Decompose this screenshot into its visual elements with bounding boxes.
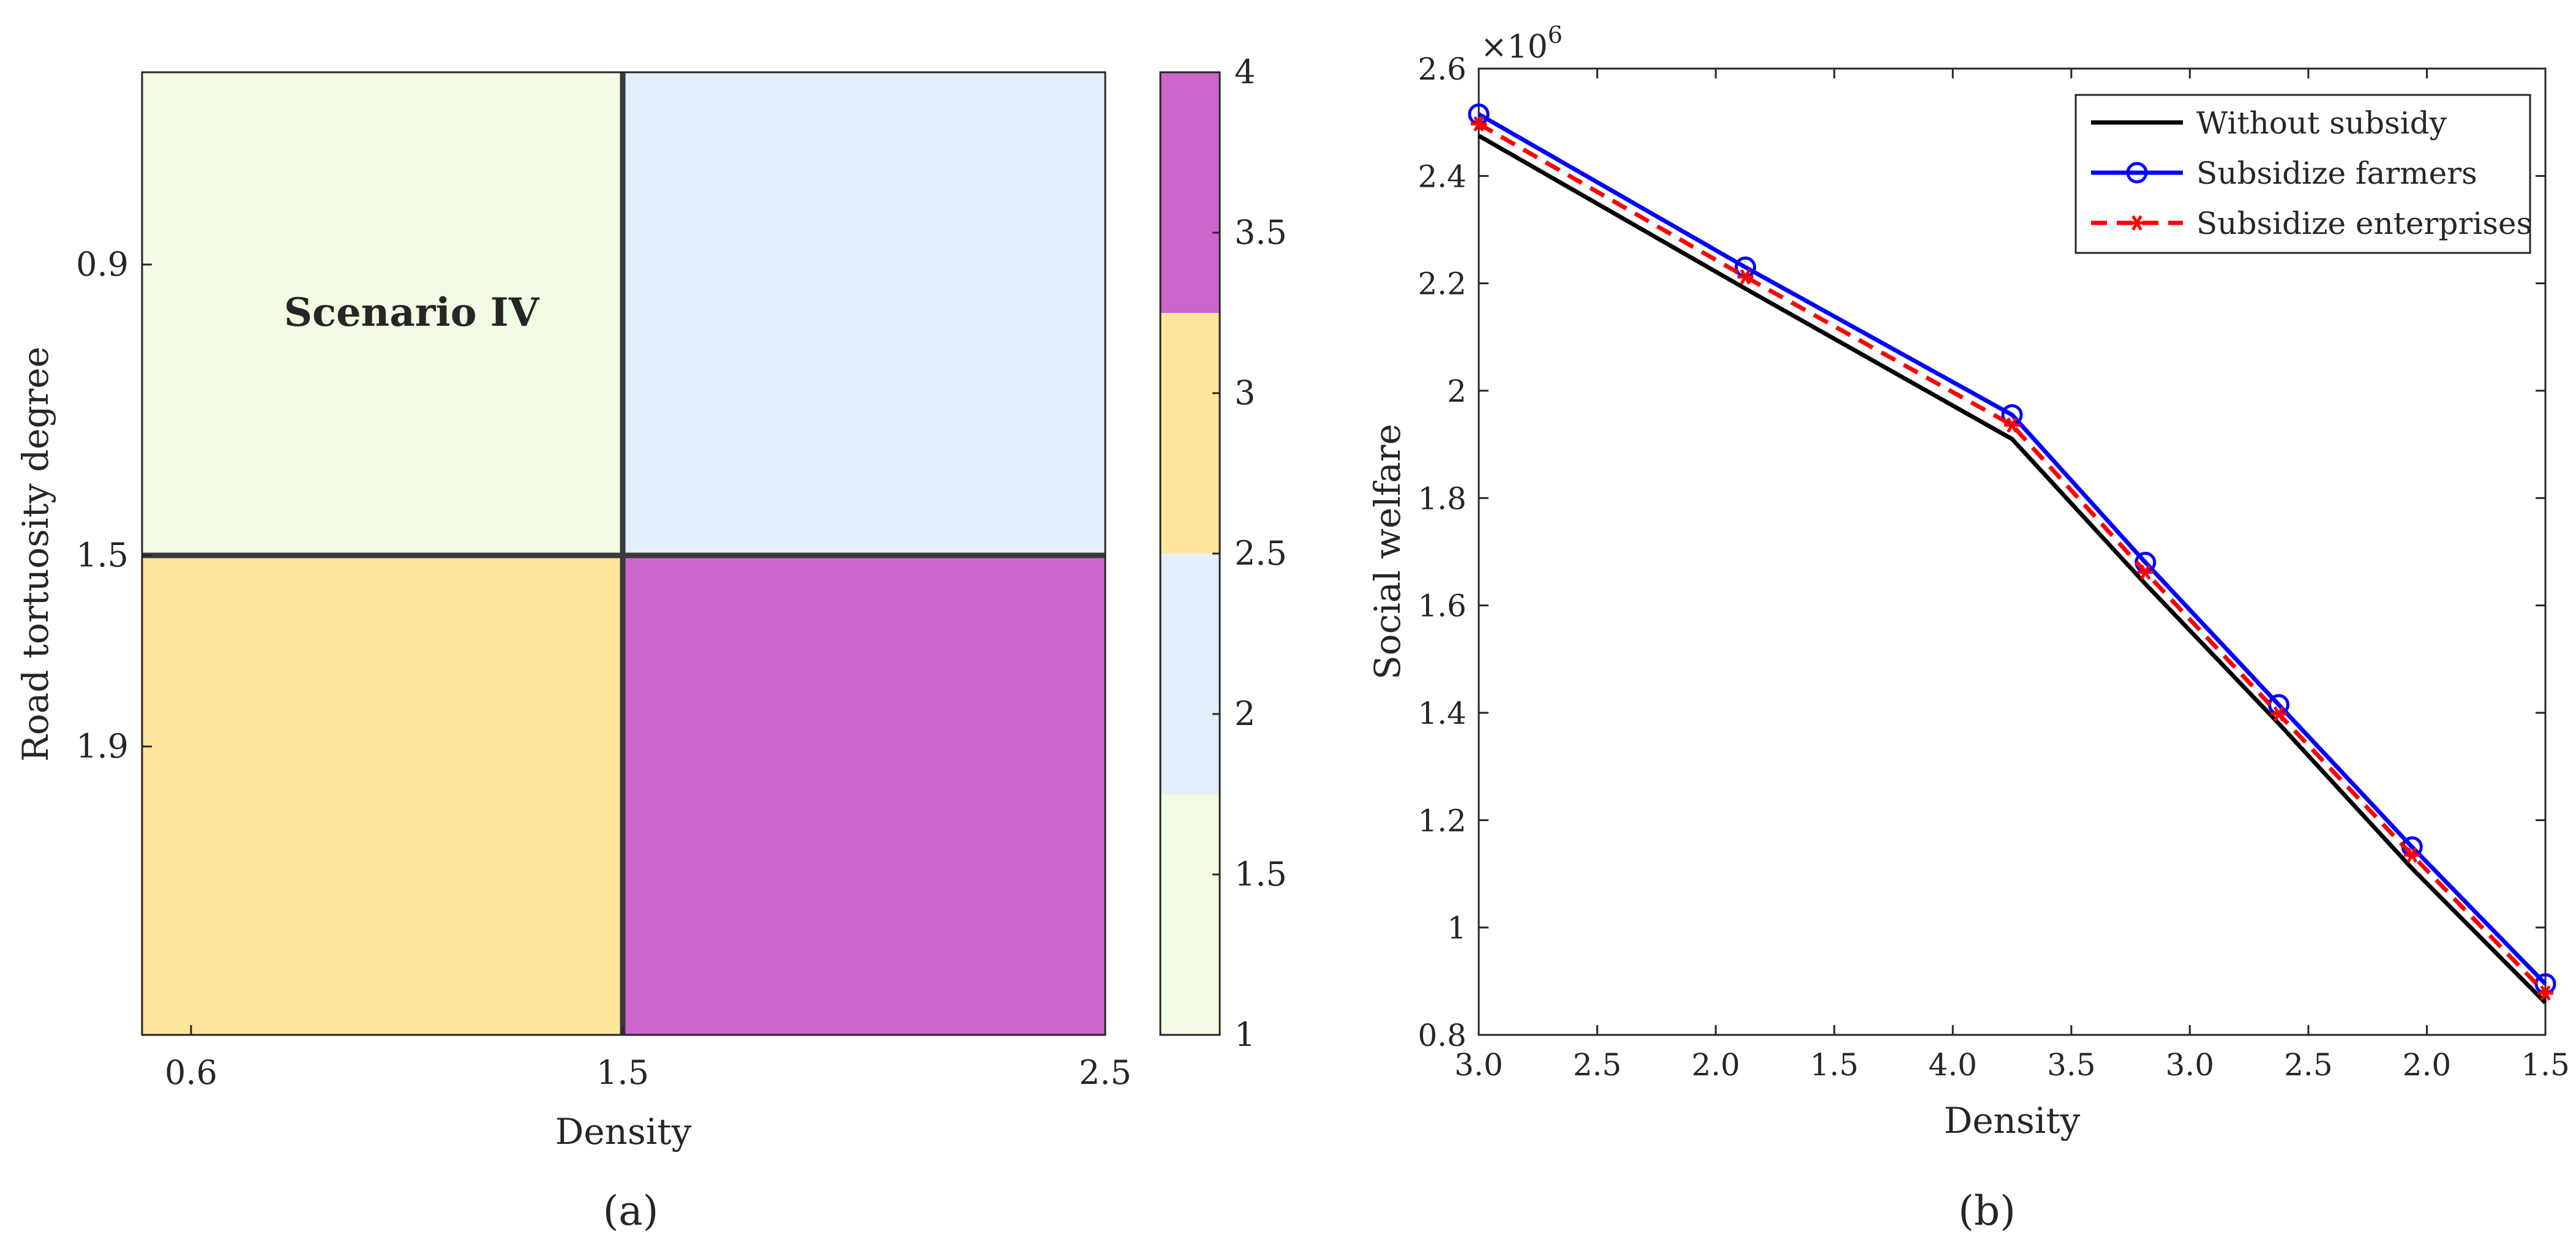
heatmap-y-tick-label: 1.9 <box>76 727 129 765</box>
line-y-tick-label: 1.2 <box>1418 803 1466 838</box>
line-y-tick-label: 2.6 <box>1418 51 1466 87</box>
line-y-tick-label: 2 <box>1447 374 1466 409</box>
line-x-tick-label: 2.5 <box>2284 1047 2333 1083</box>
series-line <box>1478 112 2547 986</box>
series-line <box>1478 133 2547 1004</box>
data-point <box>2004 417 2020 433</box>
legend-label: Without subsidy <box>2196 105 2447 141</box>
data-point <box>1737 269 1754 285</box>
data-point <box>2126 162 2148 184</box>
legend-label: Subsidize enterprises <box>2196 206 2532 241</box>
line-x-tick-label: 2.5 <box>1573 1047 1622 1083</box>
line-x-tick-label: 3.0 <box>2166 1047 2215 1083</box>
heatmap-y-tick-label: 1.5 <box>76 536 129 574</box>
colorbar-tick-label: 4 <box>1234 53 1255 91</box>
line-y-tick-label: 1 <box>1447 911 1466 946</box>
line-x-axis-label: Density <box>1944 1100 2081 1141</box>
panel-label-b: (b) <box>1958 1187 2016 1235</box>
data-point <box>1471 116 1487 132</box>
data-point <box>2404 847 2420 863</box>
line-y-tick-label: 1.8 <box>1418 481 1466 516</box>
series-without-subsidy <box>1478 133 2547 1004</box>
data-point <box>2129 215 2145 231</box>
heatmap-x-tick-label: 1.5 <box>596 1053 649 1092</box>
heatmap-y-axis-label: Road tortuosity degree <box>15 347 56 762</box>
line-y-tick-label: 2.4 <box>1418 159 1466 194</box>
line-x-ticks: 3.0 2.5 2.0 1.5 4.0 3.5 3.0 2.5 2.0 1.5 <box>1454 69 2570 1083</box>
line-x-tick-label: 3.5 <box>2047 1047 2096 1083</box>
colorbar-segment <box>1160 794 1220 1035</box>
colorbar-tick-label: 3 <box>1234 374 1255 412</box>
heatmap-panel: Scenario IV 0.6 1.5 2.5 0.91.51.9 Density … <box>15 53 1287 1235</box>
colorbar-tick-label: 1.5 <box>1234 855 1287 893</box>
heatmap-x-tick-label: 2.5 <box>1079 1053 1132 1092</box>
data-point <box>2137 564 2154 580</box>
heatmap-y-tick-label: 0.9 <box>76 245 129 284</box>
line-x-tick-label: 1.5 <box>1810 1047 1859 1083</box>
colorbar-tick-label: 3.5 <box>1234 213 1287 252</box>
line-x-tick-label: 3.0 <box>1454 1047 1503 1083</box>
heatmap-cell <box>623 555 1105 1035</box>
y-exponent-label: ×106 <box>1481 21 1563 66</box>
data-point <box>2537 985 2553 1001</box>
line-x-tick-label: 2.0 <box>1691 1047 1740 1083</box>
colorbar-tick-label: 2 <box>1234 694 1255 733</box>
series-subsidize-enterprises <box>1471 116 2553 1001</box>
heatmap-cell <box>142 72 623 555</box>
line-y-tick-label: 0.8 <box>1418 1018 1466 1053</box>
line-chart-panel: 0.8 1 1.2 1.4 1.6 1.8 2 2.2 2.4 2.6 3.0 2.5 2.0 1.5 4… <box>1367 21 2570 1235</box>
colorbar-tick-label: 2.5 <box>1234 534 1287 573</box>
heatmap-x-axis-label: Density <box>555 1111 692 1152</box>
line-series <box>1468 103 2556 1004</box>
colorbar-segment <box>1160 72 1220 313</box>
heatmap-x-ticks: 0.6 1.5 2.5 <box>165 1025 1132 1092</box>
colorbar <box>1160 72 1220 1035</box>
colorbar-tick-label: 1 <box>1234 1015 1255 1054</box>
colorbar-segment <box>1160 313 1220 554</box>
heatmap-x-tick-label: 0.6 <box>165 1053 217 1092</box>
line-y-tick-label: 1.6 <box>1418 588 1466 624</box>
legend: Without subsidy Subsidize farmers Subsidiz… <box>2075 94 2532 254</box>
line-x-tick-label: 1.5 <box>2521 1047 2570 1083</box>
heatmap-y-ticks: 0.9 1.5 1.9 <box>76 245 152 765</box>
legend-entries: Without subsidy Subsidize farmers Subsidiz… <box>2091 105 2532 241</box>
heatmap-cell <box>142 555 623 1035</box>
colorbar-ticks: 1 1.5 2 2.5 3 3.5 4 <box>1212 53 1287 1054</box>
colorbar-frame <box>1159 71 1221 1036</box>
legend-label: Subsidize farmers <box>2196 156 2477 191</box>
line-x-tick-label: 4.0 <box>1928 1047 1977 1083</box>
colorbar-segment <box>1160 554 1220 794</box>
scenario-label: Scenario IV <box>284 290 540 336</box>
line-x-tick-label: 2.0 <box>2403 1047 2452 1083</box>
panel-label-a: (a) <box>603 1187 659 1235</box>
heatmap-cell <box>623 72 1105 555</box>
line-y-tick-label: 2.2 <box>1418 266 1466 302</box>
line-y-axis-label: Social welfare <box>1367 424 1408 680</box>
data-point <box>2270 706 2287 722</box>
line-y-ticks: 0.8 1 1.2 1.4 1.6 1.8 2 2.2 2.4 2.6 <box>1418 51 2545 1053</box>
line-y-tick-label: 1.4 <box>1418 696 1466 731</box>
heatmap-cells <box>142 72 1105 1035</box>
